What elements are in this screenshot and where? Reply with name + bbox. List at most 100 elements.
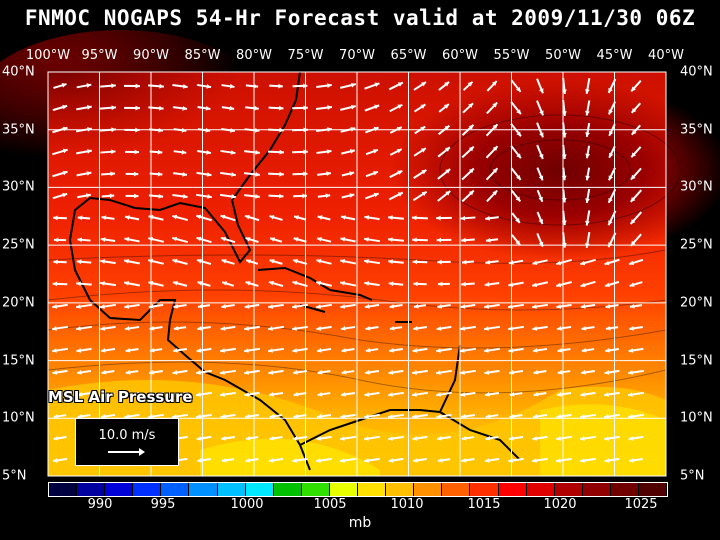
wind-vector-head [631, 86, 636, 92]
wind-vector-head [316, 436, 322, 441]
overlay-label: MSL Air Pressure [48, 388, 193, 406]
wind-vector-head [516, 174, 521, 180]
wind-vector-head [197, 281, 203, 286]
wind-vector-head [421, 82, 427, 87]
wind-vector-head [443, 104, 449, 109]
wind-vector-head [244, 326, 249, 331]
wind-vector-head [206, 84, 212, 89]
colorbar-swatch [77, 483, 106, 496]
wind-vector-head [292, 436, 298, 441]
wind-vector-head [77, 391, 83, 397]
wind-vector-head [278, 83, 283, 89]
wind-vector-head [485, 237, 491, 243]
wind-vector-head [581, 370, 586, 375]
wind-vector-head [389, 325, 395, 331]
wind-vector-head [270, 237, 276, 242]
wind-vector-head [157, 171, 163, 177]
wind-vector-head [255, 149, 260, 155]
wind-vector-head [220, 348, 225, 353]
wind-vector-head [605, 325, 611, 331]
wind-vector-head [279, 127, 284, 133]
wind-vector-head [436, 215, 441, 221]
wind-vector-head [628, 348, 634, 353]
wind-vector-head [460, 326, 465, 331]
wind-vector-head [413, 325, 418, 331]
colorbar-label: 1005 [313, 497, 347, 512]
wind-vector-head [561, 175, 567, 181]
wind-vector-head [349, 149, 355, 154]
wind-vector-head [468, 103, 474, 109]
wind-vector-head [268, 348, 273, 353]
wind-vector-head [388, 436, 393, 441]
wind-vector-head [182, 84, 188, 89]
colorbar-swatch [470, 483, 499, 496]
wind-vector-head [556, 436, 561, 441]
wind-vector-head [608, 197, 613, 203]
wind-vector-head [557, 369, 563, 375]
wind-vector-head [484, 282, 490, 287]
wind-vector-head [231, 194, 236, 199]
wind-vector-head [197, 303, 203, 309]
latitude-label-left: 15°N [2, 353, 35, 369]
wind-vector-head [303, 127, 308, 133]
wind-vector-head [580, 282, 586, 288]
wind-vector-head [316, 348, 322, 353]
wind-vector-head [148, 214, 154, 220]
wind-vector-head [292, 304, 297, 309]
wind-vector-head [420, 126, 426, 131]
wind-vector-head [316, 237, 322, 242]
wind-vector-head [292, 348, 298, 353]
wind-vector-head [230, 127, 235, 133]
wind-vector-head [373, 126, 379, 132]
longitude-label: 70°W [339, 48, 375, 63]
reference-vector-box: 10.0 m/s [75, 418, 179, 466]
wind-vector-head [205, 127, 211, 133]
wind-vector-head [244, 214, 250, 220]
wind-vector-head [389, 348, 394, 353]
wind-vector-head [86, 105, 92, 110]
wind-vector-head [293, 237, 299, 242]
wind-vector-head [172, 214, 178, 220]
wind-vector-head [388, 370, 394, 375]
wind-vector-head [388, 215, 393, 221]
longitude-label: 85°W [184, 48, 221, 63]
wind-vector-head [340, 414, 346, 419]
wind-vector-head [100, 348, 106, 353]
wind-vector-head [124, 326, 130, 331]
wind-vector-head [445, 169, 451, 174]
wind-vector-head [364, 281, 370, 286]
wind-vector-head [316, 280, 322, 286]
wind-vector-head [101, 391, 107, 397]
wind-vector-head [349, 171, 355, 176]
wind-vector-head [148, 280, 154, 286]
wind-vector-head [485, 392, 490, 397]
wind-vector-head [585, 220, 590, 226]
wind-vector-head [436, 392, 441, 397]
wind-vector-head [53, 413, 59, 419]
wind-vector-head [205, 105, 211, 111]
wind-vector-head [485, 413, 491, 419]
wind-vector-head [484, 304, 490, 309]
wind-vector-head [604, 436, 609, 441]
wind-vector-head [373, 149, 378, 154]
wind-vector-head [124, 304, 130, 309]
wind-vector-head [340, 326, 346, 331]
pressure-field [0, 30, 720, 476]
wind-vector-head [492, 146, 498, 152]
latitude-label-right: 35°N [680, 122, 713, 138]
colorbar-label: 1000 [230, 497, 264, 512]
wind-vector-head [62, 148, 68, 154]
wind-vector-head [269, 435, 275, 441]
wind-vector-head [53, 215, 58, 221]
wind-vector-head [492, 102, 498, 108]
wind-vector-head [326, 149, 332, 154]
wind-vector-head [245, 414, 250, 419]
wind-vector-head [316, 326, 322, 331]
wind-vector-head [220, 370, 225, 375]
wind-vector-head [412, 259, 418, 265]
colorbar-swatch [133, 483, 162, 496]
wind-vector-head [485, 435, 491, 441]
wind-vector-head [604, 370, 610, 375]
wind-vector-head [461, 259, 467, 265]
wind-vector-head [581, 325, 587, 331]
